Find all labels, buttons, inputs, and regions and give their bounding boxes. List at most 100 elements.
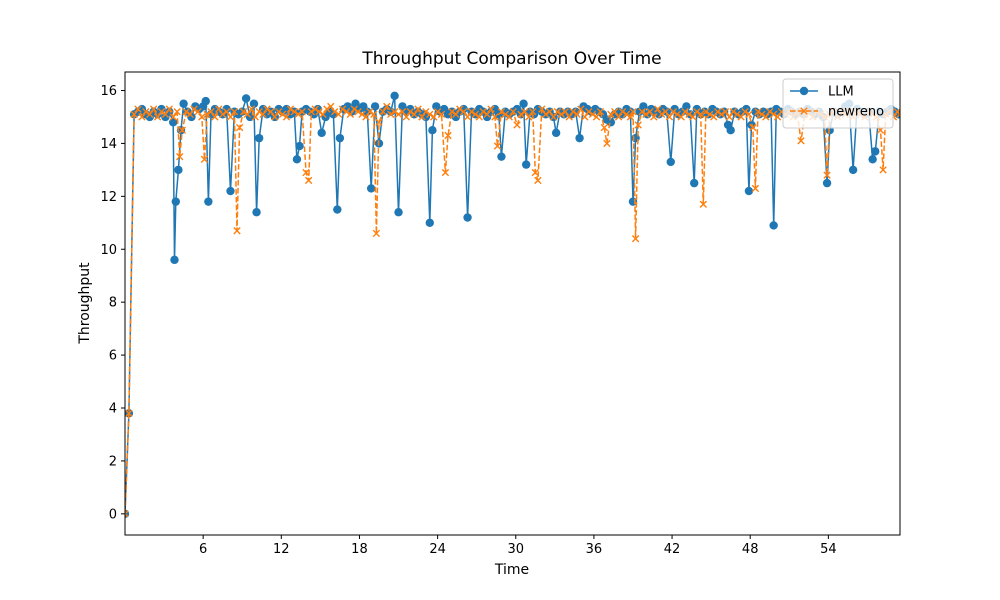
data-point <box>319 110 327 119</box>
data-point <box>497 152 506 161</box>
data-point <box>669 107 678 116</box>
data-point <box>194 107 202 116</box>
data-point <box>557 110 566 119</box>
data-point <box>125 409 133 417</box>
data-point <box>751 184 760 193</box>
data-point <box>331 107 339 116</box>
data-point <box>186 110 194 119</box>
data-point <box>428 126 437 135</box>
data-point <box>754 107 762 116</box>
data-point <box>366 184 376 193</box>
data-point <box>681 107 689 116</box>
data-point <box>275 107 283 116</box>
x-tick-label: 54 <box>820 542 837 557</box>
legend-label: newreno <box>828 105 884 120</box>
x-axis-title: Time <box>494 562 529 578</box>
data-point <box>298 107 306 116</box>
data-point <box>581 113 589 121</box>
data-point <box>142 107 150 116</box>
data-point <box>456 105 464 113</box>
data-point <box>588 110 597 119</box>
data-point <box>226 113 235 121</box>
data-point <box>497 107 506 116</box>
data-point <box>174 165 183 175</box>
data-point <box>475 113 483 121</box>
data-point <box>366 107 374 116</box>
data-point <box>153 113 162 121</box>
data-point <box>190 105 198 113</box>
x-tick-label: 48 <box>742 542 759 557</box>
data-point <box>418 113 426 121</box>
x-tick-label: 42 <box>664 542 681 557</box>
data-point <box>479 107 487 116</box>
data-point <box>157 104 166 114</box>
data-point <box>538 105 546 113</box>
series-line <box>125 105 900 514</box>
data-point <box>252 208 261 217</box>
data-point <box>176 152 184 161</box>
data-point <box>282 113 291 121</box>
data-point <box>241 94 251 103</box>
data-point <box>130 110 138 119</box>
plot-frame <box>124 71 901 536</box>
data-point <box>350 105 358 113</box>
data-point <box>629 107 637 116</box>
data-point <box>673 110 681 119</box>
data-point <box>693 107 701 116</box>
data-point <box>618 107 627 116</box>
data-point <box>315 107 323 116</box>
data-point <box>596 107 605 116</box>
data-point <box>501 110 510 119</box>
data-point <box>286 105 295 113</box>
y-tick-label: 6 <box>109 349 117 364</box>
data-point <box>170 255 179 265</box>
data-point <box>247 105 256 113</box>
data-point <box>521 107 529 116</box>
data-point <box>745 110 753 119</box>
data-point <box>607 110 615 119</box>
series-newreno <box>125 102 900 518</box>
data-point <box>292 155 302 164</box>
data-point <box>471 110 480 119</box>
data-point <box>165 107 174 116</box>
data-point <box>561 107 569 116</box>
data-point <box>662 107 672 116</box>
data-point <box>394 110 403 119</box>
x-tick-label: 24 <box>429 542 446 557</box>
data-point <box>569 107 577 116</box>
y-axis: 0 2 4 6 8 10 12 14 16 <box>100 84 125 522</box>
data-point <box>677 113 685 121</box>
data-point <box>766 107 774 116</box>
data-point <box>363 107 372 116</box>
data-point <box>222 107 231 116</box>
data-point <box>294 110 302 119</box>
data-point <box>327 102 335 111</box>
data-point <box>211 113 219 121</box>
data-point <box>848 165 858 175</box>
data-point <box>215 105 223 113</box>
data-point <box>697 110 705 119</box>
data-point <box>665 113 674 121</box>
legend-marker <box>800 107 808 115</box>
data-point <box>741 107 749 116</box>
legend-item-newreno: newreno <box>790 105 884 120</box>
data-point <box>406 107 414 116</box>
data-point <box>639 102 648 111</box>
y-tick-label: 12 <box>100 190 117 205</box>
data-point <box>702 107 710 116</box>
data-point <box>823 171 831 179</box>
data-point <box>173 107 181 116</box>
data-point <box>422 107 430 116</box>
data-point <box>666 157 675 167</box>
y-tick-label: 14 <box>100 137 117 152</box>
data-point <box>650 113 658 121</box>
data-point <box>394 208 403 217</box>
data-point <box>200 155 209 164</box>
data-point <box>333 205 342 214</box>
data-point <box>573 110 581 119</box>
x-tick-label: 36 <box>586 542 603 557</box>
data-point <box>690 178 699 188</box>
x-tick-label: 18 <box>351 542 368 557</box>
data-point <box>654 105 662 113</box>
